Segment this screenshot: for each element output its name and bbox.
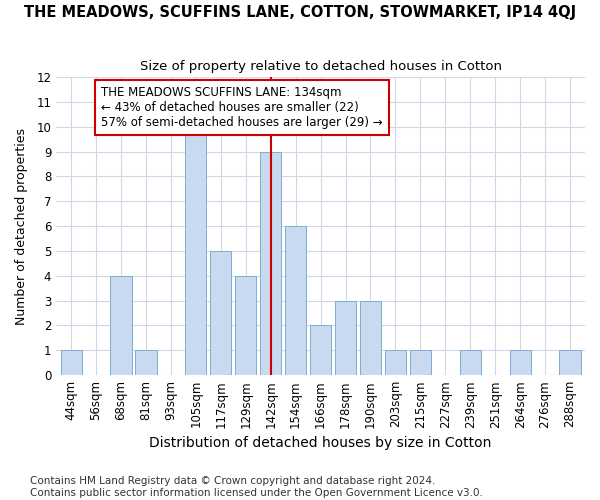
Bar bbox=[460, 350, 481, 375]
Bar bbox=[235, 276, 256, 375]
Bar bbox=[360, 300, 381, 375]
Bar bbox=[410, 350, 431, 375]
Bar bbox=[310, 326, 331, 375]
Bar bbox=[110, 276, 131, 375]
Bar bbox=[61, 350, 82, 375]
Bar bbox=[509, 350, 531, 375]
Text: Contains HM Land Registry data © Crown copyright and database right 2024.
Contai: Contains HM Land Registry data © Crown c… bbox=[30, 476, 483, 498]
Text: THE MEADOWS, SCUFFINS LANE, COTTON, STOWMARKET, IP14 4QJ: THE MEADOWS, SCUFFINS LANE, COTTON, STOW… bbox=[24, 5, 576, 20]
Bar bbox=[385, 350, 406, 375]
Title: Size of property relative to detached houses in Cotton: Size of property relative to detached ho… bbox=[140, 60, 502, 73]
Y-axis label: Number of detached properties: Number of detached properties bbox=[15, 128, 28, 324]
Text: THE MEADOWS SCUFFINS LANE: 134sqm
← 43% of detached houses are smaller (22)
57% : THE MEADOWS SCUFFINS LANE: 134sqm ← 43% … bbox=[101, 86, 383, 128]
Bar bbox=[185, 126, 206, 375]
Bar bbox=[285, 226, 306, 375]
Bar bbox=[210, 251, 232, 375]
Bar bbox=[260, 152, 281, 375]
X-axis label: Distribution of detached houses by size in Cotton: Distribution of detached houses by size … bbox=[149, 436, 492, 450]
Bar bbox=[559, 350, 581, 375]
Bar bbox=[136, 350, 157, 375]
Bar bbox=[335, 300, 356, 375]
